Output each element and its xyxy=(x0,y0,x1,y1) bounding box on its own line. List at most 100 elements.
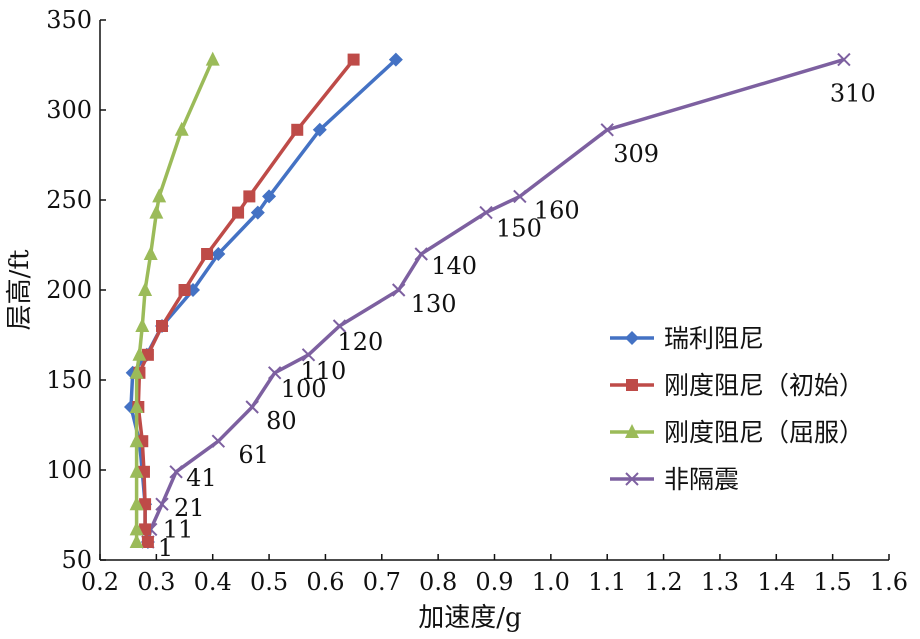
legend-item: 刚度阻尼（屈服） xyxy=(610,418,864,447)
legend-label: 瑞利阻尼 xyxy=(664,324,764,353)
series-1 xyxy=(123,52,403,549)
point-label: 140 xyxy=(431,252,477,280)
point-label: 1 xyxy=(158,534,173,562)
data-point xyxy=(138,282,153,296)
x-tick-label: 1.1 xyxy=(588,568,626,596)
x-tick-label: 0.8 xyxy=(419,568,457,596)
legend-marker xyxy=(625,472,639,486)
x-tick-label: 1.4 xyxy=(757,568,795,596)
data-point xyxy=(245,400,259,414)
x-tick-label: 0.5 xyxy=(250,568,288,596)
series-line xyxy=(129,58,398,543)
data-point xyxy=(178,284,191,296)
x-tick-label: 1.0 xyxy=(532,568,570,596)
data-point xyxy=(205,51,220,66)
legend-item: 瑞利阻尼 xyxy=(610,324,764,353)
data-point xyxy=(135,318,150,332)
data-point xyxy=(250,205,265,220)
data-point xyxy=(141,536,154,548)
point-label: 120 xyxy=(338,328,384,356)
data-point xyxy=(129,433,144,448)
data-point xyxy=(143,246,158,260)
point-label: 130 xyxy=(411,290,457,318)
data-point xyxy=(129,496,144,511)
data-point xyxy=(129,521,144,536)
x-tick-label: 0.6 xyxy=(306,568,344,596)
x-tick-label: 0.3 xyxy=(137,568,175,596)
x-axis-title: 加速度/g xyxy=(418,603,521,633)
plot-area xyxy=(123,51,851,549)
data-point xyxy=(600,123,614,137)
data-point xyxy=(149,204,164,219)
x-tick-label: 0.2 xyxy=(81,568,119,596)
x-ticks: 0.2 0.3 0.4 0.5 0.6 0.7 0.8 0.9 1.0 1.1 1.2 1.3 1.4 1… xyxy=(81,554,908,596)
point-label: 100 xyxy=(281,375,327,403)
data-point xyxy=(332,319,347,333)
y-tick-label: 200 xyxy=(46,276,92,304)
data-point xyxy=(129,534,144,548)
y-ticks: 50 100 150 200 250 300 350 xyxy=(46,6,106,574)
data-point xyxy=(152,188,167,203)
x-tick-label: 0.9 xyxy=(475,568,513,596)
point-label: 41 xyxy=(186,464,217,492)
legend-label: 刚度阻尼（屈服） xyxy=(664,418,864,447)
y-axis-title: 层高/ft xyxy=(5,249,35,330)
data-point xyxy=(513,189,527,204)
data-point xyxy=(243,190,256,203)
point-label: 310 xyxy=(830,80,876,108)
data-point xyxy=(268,366,282,380)
x-tick-label: 1.2 xyxy=(644,568,682,596)
legend-marker xyxy=(625,424,639,438)
data-point xyxy=(132,346,147,361)
x-tick-label: 0.4 xyxy=(194,568,232,596)
series-line xyxy=(146,57,845,543)
axes xyxy=(99,20,889,561)
y-tick-label: 350 xyxy=(46,6,92,34)
data-point xyxy=(232,206,245,219)
data-point xyxy=(479,205,493,220)
series-3 xyxy=(129,51,220,548)
data-point xyxy=(291,123,304,136)
data-point xyxy=(312,122,327,137)
data-point xyxy=(391,283,406,297)
x-tick-label: 1.3 xyxy=(701,568,739,596)
legend-marker xyxy=(626,379,638,391)
series-4 xyxy=(141,52,851,549)
data-point xyxy=(347,53,360,66)
x-tick-label: 1.6 xyxy=(870,568,908,596)
point-label: 61 xyxy=(238,441,269,469)
data-point xyxy=(262,189,277,204)
y-tick-label: 100 xyxy=(46,456,92,484)
data-point xyxy=(201,248,214,260)
point-label: 80 xyxy=(266,407,297,435)
y-tick-label: 300 xyxy=(46,96,92,124)
y-tick-label: 150 xyxy=(46,366,92,394)
data-point xyxy=(211,434,226,448)
y-tick-label: 50 xyxy=(61,546,92,574)
data-point xyxy=(301,348,316,362)
legend-label: 非隔震 xyxy=(664,465,739,494)
data-point xyxy=(129,399,144,413)
legend-item: 刚度阻尼（初始） xyxy=(610,371,864,400)
data-point xyxy=(388,52,403,67)
data-point xyxy=(169,465,183,479)
data-point xyxy=(155,320,168,332)
data-point xyxy=(837,52,851,67)
point-label: 160 xyxy=(534,196,580,224)
series-2 xyxy=(132,53,360,548)
data-point xyxy=(155,497,169,511)
point-label: 110 xyxy=(301,357,347,385)
data-point xyxy=(211,247,226,261)
data-point xyxy=(174,121,189,136)
legend-marker xyxy=(625,331,639,345)
y-tick-label: 250 xyxy=(46,186,92,214)
point-label: 21 xyxy=(174,494,205,522)
x-tick-label: 1.5 xyxy=(814,568,852,596)
legend-item: 非隔震 xyxy=(610,465,739,494)
point-label: 150 xyxy=(496,215,542,243)
data-point xyxy=(129,463,144,478)
legend-label: 刚度阻尼（初始） xyxy=(664,371,864,400)
